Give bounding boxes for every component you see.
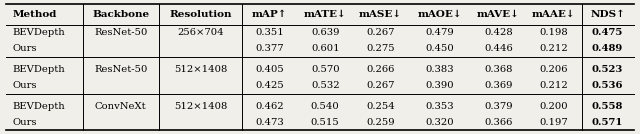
Text: 0.377: 0.377: [255, 44, 284, 53]
Text: Ours: Ours: [13, 118, 37, 127]
Text: mAOE↓: mAOE↓: [417, 10, 462, 19]
Text: 0.558: 0.558: [592, 102, 623, 111]
Text: mAVE↓: mAVE↓: [477, 10, 520, 19]
Text: 0.275: 0.275: [366, 44, 395, 53]
Text: 0.425: 0.425: [255, 81, 284, 90]
Text: 0.523: 0.523: [592, 65, 623, 74]
Text: 0.267: 0.267: [366, 28, 395, 37]
Text: 0.405: 0.405: [255, 65, 284, 74]
Text: 0.200: 0.200: [540, 102, 568, 111]
Text: 0.212: 0.212: [540, 44, 568, 53]
Text: ResNet-50: ResNet-50: [94, 28, 147, 37]
Text: mAP↑: mAP↑: [252, 10, 287, 19]
Text: 0.446: 0.446: [484, 44, 513, 53]
Text: 0.536: 0.536: [592, 81, 623, 90]
Text: 0.197: 0.197: [540, 118, 568, 127]
Text: Ours: Ours: [13, 81, 37, 90]
Text: Ours: Ours: [13, 44, 37, 53]
Text: Backbone: Backbone: [92, 10, 149, 19]
Text: 0.515: 0.515: [311, 118, 340, 127]
Text: 0.254: 0.254: [366, 102, 395, 111]
Text: 0.368: 0.368: [484, 65, 513, 74]
Text: Resolution: Resolution: [169, 10, 232, 19]
Text: 0.540: 0.540: [311, 102, 340, 111]
Text: ConvNeXt: ConvNeXt: [95, 102, 147, 111]
Text: mATE↓: mATE↓: [304, 10, 347, 19]
Text: mASE↓: mASE↓: [359, 10, 402, 19]
Text: mAAE↓: mAAE↓: [532, 10, 576, 19]
Text: Method: Method: [13, 10, 57, 19]
Text: 0.369: 0.369: [484, 81, 513, 90]
Text: 0.462: 0.462: [255, 102, 284, 111]
Text: 0.479: 0.479: [425, 28, 454, 37]
Text: 0.571: 0.571: [592, 118, 623, 127]
Text: 256×704: 256×704: [177, 28, 224, 37]
Text: 0.267: 0.267: [366, 81, 395, 90]
Text: 0.489: 0.489: [592, 44, 623, 53]
Text: BEVDepth: BEVDepth: [13, 65, 65, 74]
Text: 512×1408: 512×1408: [174, 65, 227, 74]
Text: 0.366: 0.366: [484, 118, 513, 127]
Text: 0.353: 0.353: [425, 102, 454, 111]
Text: 0.428: 0.428: [484, 28, 513, 37]
Text: 0.473: 0.473: [255, 118, 284, 127]
Text: 0.601: 0.601: [311, 44, 339, 53]
Text: 512×1408: 512×1408: [174, 102, 227, 111]
Text: NDS↑: NDS↑: [590, 10, 625, 19]
Text: 0.532: 0.532: [311, 81, 339, 90]
Text: 0.570: 0.570: [311, 65, 339, 74]
Text: 0.206: 0.206: [540, 65, 568, 74]
Text: ResNet-50: ResNet-50: [94, 65, 147, 74]
Text: 0.475: 0.475: [592, 28, 623, 37]
Text: 0.212: 0.212: [540, 81, 568, 90]
Text: 0.379: 0.379: [484, 102, 513, 111]
Text: BEVDepth: BEVDepth: [13, 102, 65, 111]
Text: 0.390: 0.390: [425, 81, 454, 90]
Text: 0.450: 0.450: [425, 44, 454, 53]
Text: 0.198: 0.198: [540, 28, 568, 37]
Text: 0.259: 0.259: [366, 118, 395, 127]
Text: 0.266: 0.266: [367, 65, 395, 74]
Text: 0.639: 0.639: [311, 28, 339, 37]
Text: 0.351: 0.351: [255, 28, 284, 37]
Text: 0.320: 0.320: [425, 118, 454, 127]
Text: BEVDepth: BEVDepth: [13, 28, 65, 37]
Text: 0.383: 0.383: [425, 65, 454, 74]
